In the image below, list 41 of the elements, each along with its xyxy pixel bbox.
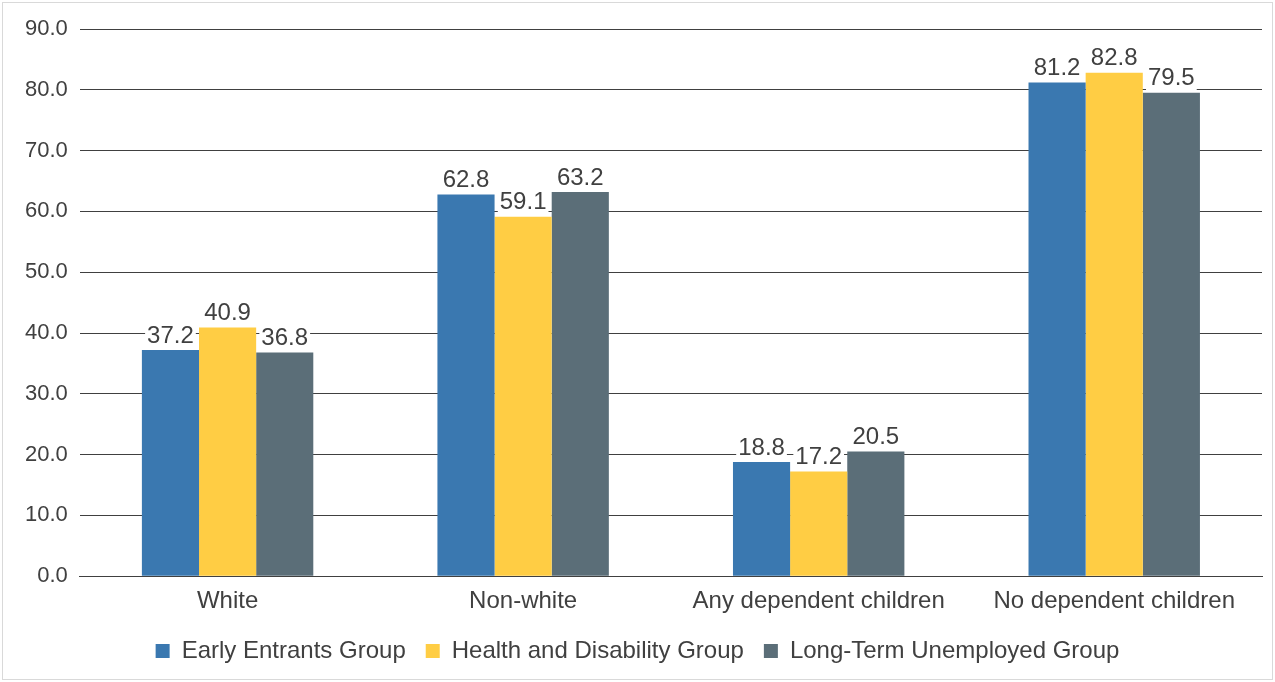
bar — [256, 352, 314, 576]
data-label: 79.5 — [1148, 63, 1195, 91]
bar — [141, 350, 200, 576]
legend-label: Health and Disability Group — [451, 635, 744, 663]
data-label: 20.5 — [852, 422, 900, 450]
y-tick-label: 20.0 — [24, 440, 68, 466]
data-label: 18.8 — [738, 432, 785, 460]
data-label: 36.8 — [261, 323, 309, 351]
data-label: 63.2 — [556, 162, 604, 190]
legend-label: Long-Term Unemployed Group — [789, 635, 1120, 663]
bar — [437, 194, 495, 576]
bar — [790, 471, 848, 576]
y-tick-label: 90.0 — [24, 15, 68, 41]
y-tick-label: 40.0 — [24, 319, 68, 345]
y-tick-label: 60.0 — [24, 197, 68, 223]
data-label: 40.9 — [204, 298, 251, 326]
x-tick-label: Any dependent children — [692, 586, 945, 614]
x-tick-label: No dependent children — [993, 586, 1235, 614]
data-label: 17.2 — [795, 442, 843, 470]
y-tick-label: 10.0 — [24, 501, 68, 527]
data-label: 82.8 — [1090, 43, 1138, 71]
bar — [732, 461, 791, 576]
data-label: 37.2 — [147, 320, 194, 348]
bar — [494, 216, 552, 576]
y-tick-label: 80.0 — [24, 75, 68, 101]
x-tick-label: Non-white — [469, 586, 578, 614]
y-tick-label: 50.0 — [24, 258, 68, 284]
data-label: 62.8 — [442, 165, 490, 192]
bar — [1142, 92, 1200, 576]
bar — [1028, 82, 1086, 576]
data-label: 59.1 — [499, 187, 547, 215]
y-tick-label: 0.0 — [37, 562, 68, 588]
legend-label: Early Entrants Group — [181, 635, 406, 663]
y-tick-label: 70.0 — [24, 136, 68, 162]
bar — [847, 451, 905, 576]
bar — [1085, 72, 1143, 576]
y-tick-label: 30.0 — [24, 379, 68, 405]
bar — [199, 327, 257, 576]
x-tick-label: White — [196, 586, 259, 614]
bar — [551, 191, 609, 576]
data-label: 81.2 — [1033, 53, 1081, 81]
